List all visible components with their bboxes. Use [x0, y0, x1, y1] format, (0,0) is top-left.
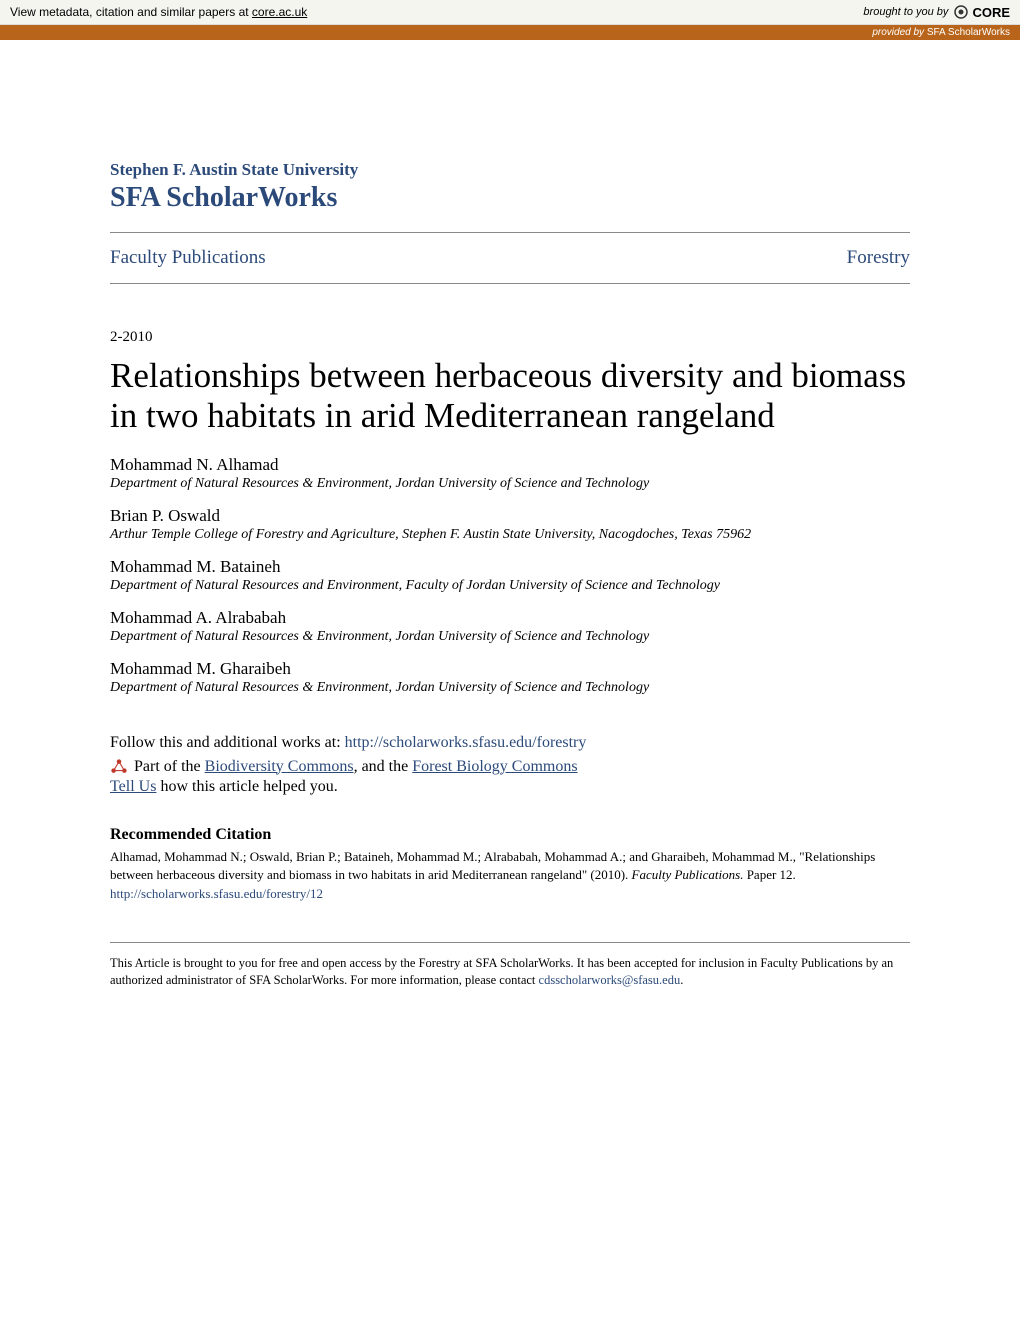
commons-link-2[interactable]: Forest Biology Commons	[412, 758, 577, 775]
breadcrumb-department-link[interactable]: Forestry	[847, 247, 910, 269]
footer-body: This Article is brought to you for free …	[110, 956, 893, 988]
contact-email-link[interactable]: cdsscholarworks@sfasu.edu	[539, 973, 681, 987]
breadcrumb-row: Faculty Publications Forestry	[110, 247, 910, 269]
repository-url-link[interactable]: http://scholarworks.sfasu.edu/forestry	[345, 734, 587, 751]
institution-name: Stephen F. Austin State University	[110, 160, 910, 180]
brought-by-section: brought to you by CORE	[863, 4, 1010, 20]
divider	[110, 283, 910, 284]
author-name: Mohammad M. Gharaibeh	[110, 659, 910, 679]
partof-prefix: Part of the	[134, 758, 205, 775]
core-text: CORE	[972, 5, 1010, 20]
core-source-link[interactable]: core.ac.uk	[252, 5, 307, 19]
repository-name[interactable]: SFA ScholarWorks	[110, 182, 910, 214]
citation-url-link[interactable]: http://scholarworks.sfasu.edu/forestry/1…	[110, 886, 910, 902]
article-title: Relationships between herbaceous diversi…	[110, 356, 910, 437]
tellus-row: Tell Us how this article helped you.	[110, 778, 910, 796]
tellus-suffix: how this article helped you.	[156, 778, 337, 795]
tellus-link[interactable]: Tell Us	[110, 778, 156, 795]
author-entry: Mohammad N. Alhamad Department of Natura…	[110, 455, 910, 492]
core-logo[interactable]: CORE	[953, 4, 1010, 20]
brought-by-label: brought to you by	[863, 6, 948, 18]
author-name: Mohammad M. Bataineh	[110, 557, 910, 577]
breadcrumb-collection-link[interactable]: Faculty Publications	[110, 247, 266, 269]
publication-date: 2-2010	[110, 329, 910, 346]
divider	[110, 942, 910, 943]
author-name: Mohammad N. Alhamad	[110, 455, 910, 475]
provider-name: SFA ScholarWorks	[927, 27, 1010, 38]
provided-prefix: provided by	[872, 27, 926, 38]
follow-prefix: Follow this and additional works at:	[110, 734, 345, 751]
author-affiliation: Department of Natural Resources & Enviro…	[110, 476, 910, 492]
author-name: Brian P. Oswald	[110, 506, 910, 526]
follow-section: Follow this and additional works at: htt…	[110, 734, 910, 752]
author-name: Mohammad A. Alrababah	[110, 608, 910, 628]
author-entry: Mohammad M. Bataineh Department of Natur…	[110, 557, 910, 594]
author-entry: Mohammad M. Gharaibeh Department of Natu…	[110, 659, 910, 696]
citation-body: Alhamad, Mohammad N.; Oswald, Brian P.; …	[110, 848, 910, 884]
author-entry: Mohammad A. Alrababah Department of Natu…	[110, 608, 910, 645]
core-icon	[953, 4, 969, 20]
commons-link-1[interactable]: Biodiversity Commons	[205, 758, 354, 775]
citation-heading: Recommended Citation	[110, 826, 910, 844]
provider-banner: provided by SFA ScholarWorks	[0, 25, 1020, 40]
citation-journal: Faculty Publications.	[632, 867, 744, 882]
metadata-banner: View metadata, citation and similar pape…	[0, 0, 1020, 25]
author-entry: Brian P. Oswald Arthur Temple College of…	[110, 506, 910, 543]
author-affiliation: Department of Natural Resources & Enviro…	[110, 629, 910, 645]
citation-section: Recommended Citation Alhamad, Mohammad N…	[110, 826, 910, 902]
network-icon	[110, 758, 128, 776]
footer-text: This Article is brought to you for free …	[110, 955, 910, 990]
author-affiliation: Department of Natural Resources & Enviro…	[110, 680, 910, 696]
metadata-prefix: View metadata, citation and similar pape…	[10, 5, 252, 19]
author-affiliation: Department of Natural Resources and Envi…	[110, 578, 910, 594]
author-affiliation: Arthur Temple College of Forestry and Ag…	[110, 527, 910, 543]
document-page: Stephen F. Austin State University SFA S…	[0, 40, 1020, 1040]
footer-period: .	[680, 973, 683, 987]
authors-list: Mohammad N. Alhamad Department of Natura…	[110, 455, 910, 696]
metadata-text: View metadata, citation and similar pape…	[10, 5, 307, 19]
citation-text-2: Paper 12.	[743, 867, 795, 882]
commons-separator: , and the	[354, 758, 413, 775]
divider	[110, 232, 910, 233]
commons-row: Part of the Biodiversity Commons, and th…	[110, 758, 910, 776]
